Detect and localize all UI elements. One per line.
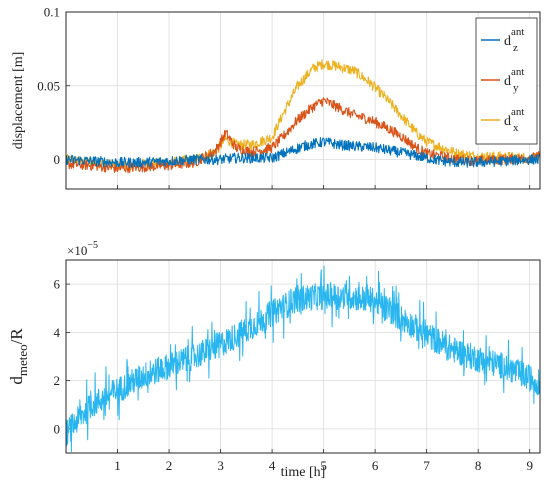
legend-subscript: x [513,122,519,134]
meteo-panel: 1 2 3 4 5 6 7 8 9 0 2 4 6 time [h] dmeteo/R ×10−5 [7,240,541,480]
legend-superscript: ant [511,66,524,78]
y-tick-label: 0 [54,421,61,436]
legend-box [475,17,538,145]
x-tick-label: 1 [114,458,121,473]
y-axis-label: displacement [m] [11,52,26,150]
series-line [66,97,540,174]
x-axis-label: time [h] [281,465,326,480]
legend-superscript: ant [511,26,524,38]
x-tick-label: 3 [217,458,224,473]
x-tick-label: 2 [166,458,173,473]
x-tick-label: 4 [269,458,276,473]
y-tick-label: 6 [54,277,61,292]
y-tick-label: 0.05 [37,78,60,93]
y-tick-label: 4 [54,325,61,340]
legend-subscript: z [513,42,518,54]
axis-multiplier-exponent: −5 [87,240,98,251]
x-tick-label: 8 [475,458,482,473]
y-tick-label: 0.1 [44,5,60,20]
series-line [66,136,540,168]
series-line [66,59,540,171]
y-axis-label-tail: /R [7,328,26,345]
legend-superscript: ant [511,106,524,118]
axis-multiplier: ×10−5 [67,240,98,258]
y-tick-label: 0 [54,152,61,167]
y-tick-label: 2 [54,373,61,388]
y-axis-label: dmeteo/R [7,328,30,385]
x-tick-label: 9 [526,458,533,473]
legend-subscript: y [513,82,519,94]
x-tick-label: 6 [372,458,379,473]
axes-frame [65,259,541,454]
axes-frame [65,11,541,190]
x-tick-label: 7 [423,458,430,473]
x-tick-label: 5 [320,458,327,473]
series-line [66,265,540,453]
y-axis-label-subscript: meteo [15,344,30,376]
